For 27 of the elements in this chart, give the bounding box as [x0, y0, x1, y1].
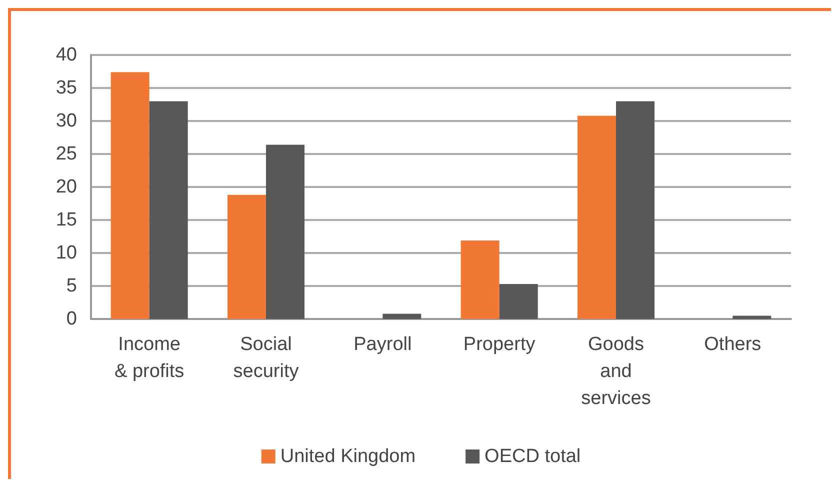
- bar: [266, 144, 304, 319]
- bar: [149, 101, 188, 319]
- y-tick-label: 5: [66, 276, 77, 296]
- bar: [228, 194, 266, 319]
- x-tick-label: Payroll: [354, 334, 412, 355]
- bar: [616, 101, 654, 319]
- y-tick-label: 40: [56, 44, 77, 66]
- bar: [732, 316, 772, 319]
- y-tick-label: 15: [56, 210, 77, 230]
- y-tick-label: 35: [56, 78, 77, 98]
- bar: [110, 72, 150, 319]
- y-tick-label: 25: [56, 144, 77, 164]
- x-tick-label: Goods and services: [581, 334, 651, 409]
- bar: [578, 116, 616, 319]
- x-tick-label: Others: [704, 334, 762, 355]
- bar: [499, 284, 538, 319]
- x-tick-label: Social security: [233, 334, 300, 382]
- bar: [460, 240, 500, 319]
- x-tick-label: Property: [463, 334, 536, 355]
- y-tick-label: 20: [56, 176, 77, 198]
- y-tick-label: 10: [56, 242, 77, 264]
- legend-label: OECD total: [484, 446, 581, 467]
- legend-label: United Kingdom: [280, 446, 416, 467]
- x-tick-label: Income & profits: [114, 334, 184, 382]
- bar: [382, 314, 422, 319]
- y-tick-label: 30: [56, 110, 77, 132]
- y-tick-label: 0: [66, 308, 77, 330]
